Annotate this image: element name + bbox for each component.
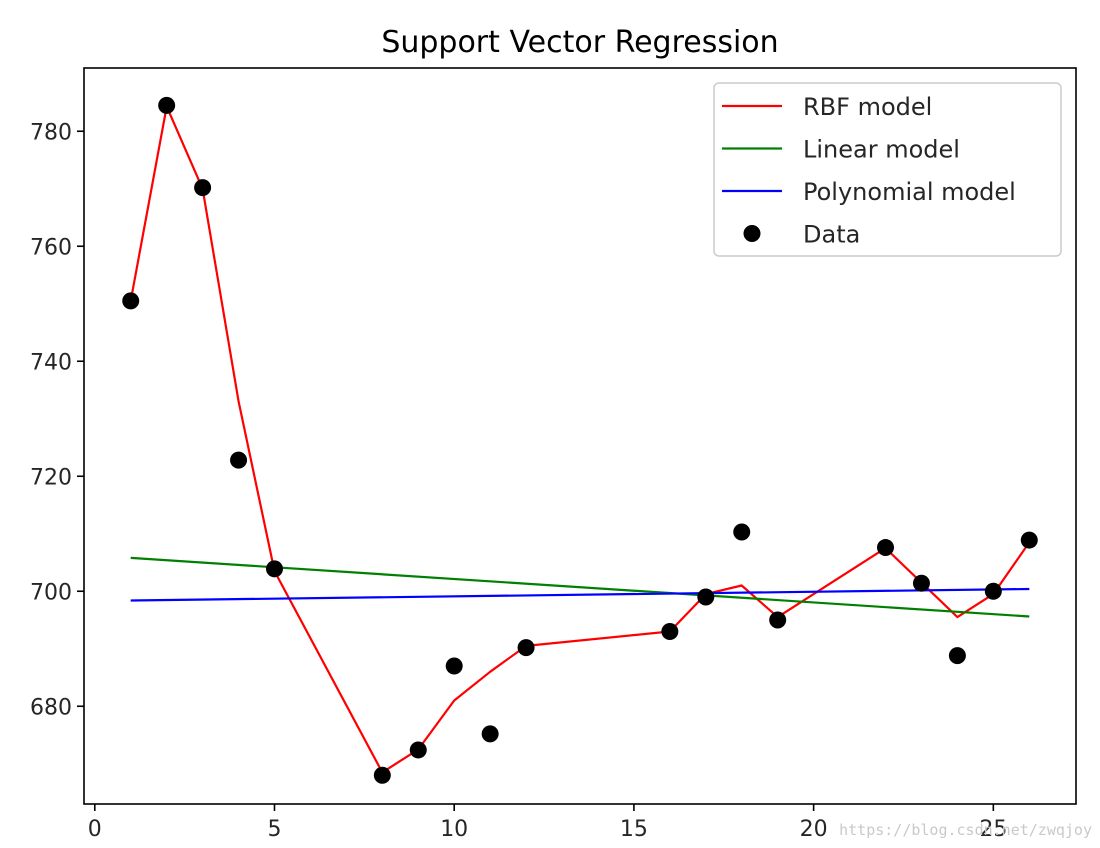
watermark-text: https://blog.csdn.net/zwqjoy [839,821,1092,839]
data-point [984,582,1002,600]
data-point [373,766,391,784]
chart-title: Support Vector Regression [381,25,778,60]
y-tick-label: 720 [30,465,72,490]
x-tick-label: 5 [267,817,281,842]
plot-area-frame [83,67,1077,805]
data-point [409,741,427,759]
x-tick-label: 25 [979,817,1007,842]
data-point [481,725,499,743]
series-line-polynomial-model [130,587,1030,602]
x-tick-label: 0 [88,817,102,842]
data-point [661,623,679,640]
data-points [122,96,1038,784]
data-point [265,560,283,578]
legend: RBF model Linear model Polynomial model Dat… [713,82,1062,257]
x-tick-label: 10 [440,817,468,842]
data-point [877,539,895,557]
y-tick-label: 700 [30,580,72,605]
legend-label: RBF model [803,93,932,121]
y-tick-label: 680 [30,695,72,720]
x-tick-label: 20 [800,817,828,842]
x-tick-label: 15 [620,817,648,842]
legend-label: Data [803,221,860,249]
data-point [445,657,463,675]
data-point [733,523,751,541]
data-point [948,647,966,665]
legend-label: Polynomial model [803,178,1016,206]
data-point [230,451,248,469]
legend-label: Linear model [803,136,960,164]
series-line-linear-model [130,556,1030,618]
data-point [912,574,930,592]
data-point [122,292,140,310]
legend-box [713,82,1062,257]
data-point [1020,531,1038,549]
legend-swatch-marker [743,225,761,242]
y-tick-label: 760 [30,235,72,260]
axis-ticks: 0 5 10 15 20 25 680 700 720 740 760 780 [30,120,1007,842]
data-point [194,179,212,197]
data-point [769,611,787,629]
data-point [158,96,176,114]
data-point [517,639,535,657]
y-tick-label: 780 [30,120,72,145]
data-point [697,588,715,606]
y-tick-label: 740 [30,350,72,375]
